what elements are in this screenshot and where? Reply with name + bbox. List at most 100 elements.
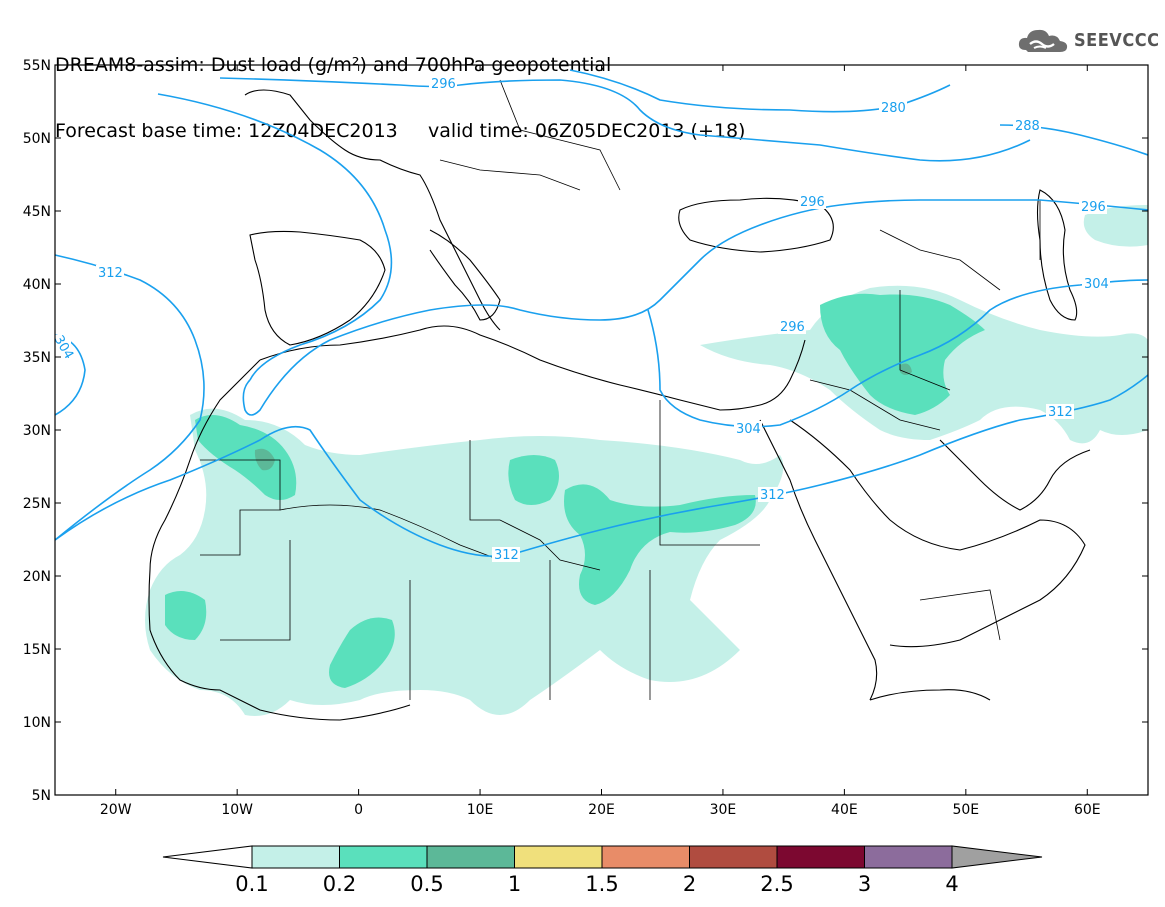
colorbar-label: 1.5 [585,872,618,896]
contour-label-bg-5 [1079,199,1107,214]
dust-medium [165,293,985,688]
contour-label-bg-11 [758,487,786,502]
border-1 [200,459,281,556]
lat-tick-label: 35N [23,350,51,366]
lon-tick-label: 20W [100,802,132,818]
border-8 [899,290,951,391]
lat-tick-label: 55N [23,58,51,74]
contour-label-bg-2 [879,100,907,115]
contour-312-main [54,374,1149,558]
colorbar-label: 1 [508,872,521,896]
border-2 [279,504,501,561]
coastline-persian-gulf [939,439,1091,511]
colorbar-box [601,845,690,869]
contour-label-bg-6 [96,265,124,280]
contour-label-7: 304 [1084,277,1109,292]
coastline-horn [869,689,991,701]
contour-label-4: 296 [800,195,825,210]
borders [200,79,1041,700]
dust-region-medium-egypt [564,484,756,605]
colorbar-arrow-low [162,845,253,869]
lon-tick-label: 10E [467,802,494,818]
lat-tick-label: 5N [32,788,51,804]
dust-dark [254,363,912,471]
dust-region-light-caspian [1083,205,1148,247]
border-3 [469,440,601,571]
lat-tick-label: 25N [23,496,51,512]
coastline-italy [429,229,501,321]
dust-region-light [145,408,784,716]
colorbar-label: 2 [683,872,696,896]
border-11 [499,79,621,191]
lat-tick-label: 40N [23,277,51,293]
lon-tick-label: 10W [221,802,253,818]
longitude-axis: 20W 10W 0 10E 20E 30E 40E 50E 60E [100,65,1101,818]
colorbar-box [426,845,515,869]
geopotential-contours [54,69,1149,558]
contour-296-mid [242,199,1149,416]
dust-region-medium-mauritania [165,591,207,640]
contour-312-west [54,254,205,541]
lon-tick-label: 40E [831,802,858,818]
lat-tick-label: 50N [23,131,51,147]
contour-label-9: 304 [736,422,761,437]
contour-label-6: 312 [98,266,123,281]
border-7 [809,379,941,431]
contour-arc-west [157,93,393,381]
lon-tick-label: 50E [952,802,979,818]
contour-296-west [219,77,1031,162]
contour-label-12: 312 [494,548,519,563]
coastline-red-sea [759,419,878,701]
contour-label-1: 296 [431,77,456,92]
contour-304-mid [647,279,1149,428]
lat-tick-label: 10N [23,715,51,731]
colorbar-box [689,845,778,869]
dust-region-medium-morocco [195,415,297,500]
lat-tick-label: 20N [23,569,51,585]
dust-region-medium-mali [329,617,395,688]
contour-label-bg-7 [1082,276,1110,291]
colorbar-box [864,845,953,869]
dust-region-dark-morocco [254,448,275,471]
border-13 [879,229,1001,291]
border-12 [439,159,581,191]
contour-label-bg-3 [1013,118,1041,133]
logo-text: SEEVCCC [1074,30,1160,51]
dust-region-medium-iraq [820,293,985,415]
colorbar-label: 3 [858,872,871,896]
contour-label-bg-1 [429,76,457,91]
colorbar-box [514,845,603,869]
contour-label-bg-4 [798,194,826,209]
contour-label-3: 288 [1015,119,1040,134]
coastline-black-sea [678,197,834,253]
contour-label-5: 296 [1081,200,1106,215]
contour-label-11: 312 [760,488,785,503]
colorbar-box [339,845,428,869]
lat-tick-label: 45N [23,204,51,220]
colorbar-label: 4 [945,872,958,896]
lon-tick-label: 20E [588,802,615,818]
title-line-2: Forecast base time: 12Z04DEC2013 valid t… [55,120,746,142]
coastline-west-africa [148,359,411,721]
latitude-axis: 55N 50N 45N 40N 35N 30N 25N 20N 15N 10N 5N [23,58,1148,804]
colorbar-label: 0.5 [410,872,443,896]
border-9 [220,540,291,641]
contour-label-bg-12 [492,547,520,562]
lat-tick-label: 30N [23,423,51,439]
lon-tick-label: 0 [354,802,363,818]
contour-label-bg-8 [778,319,806,334]
colorbar-box [251,845,340,869]
lon-tick-label: 30E [710,802,737,818]
border-4 [659,400,760,546]
colorbar-label: 0.1 [235,872,268,896]
border-15 [919,589,1001,641]
coastlines [148,89,1091,721]
coastline-arabia [789,419,1086,648]
dust-region-medium-libya [508,455,559,505]
colorbar: 0.1 0.2 0.5 1 1.5 2 2.5 3 4 [162,845,1043,896]
cloud-icon [1018,29,1068,52]
contour-label-10: 312 [1048,405,1073,420]
colorbar-label: 0.2 [323,872,356,896]
contour-label-2: 280 [881,101,906,116]
